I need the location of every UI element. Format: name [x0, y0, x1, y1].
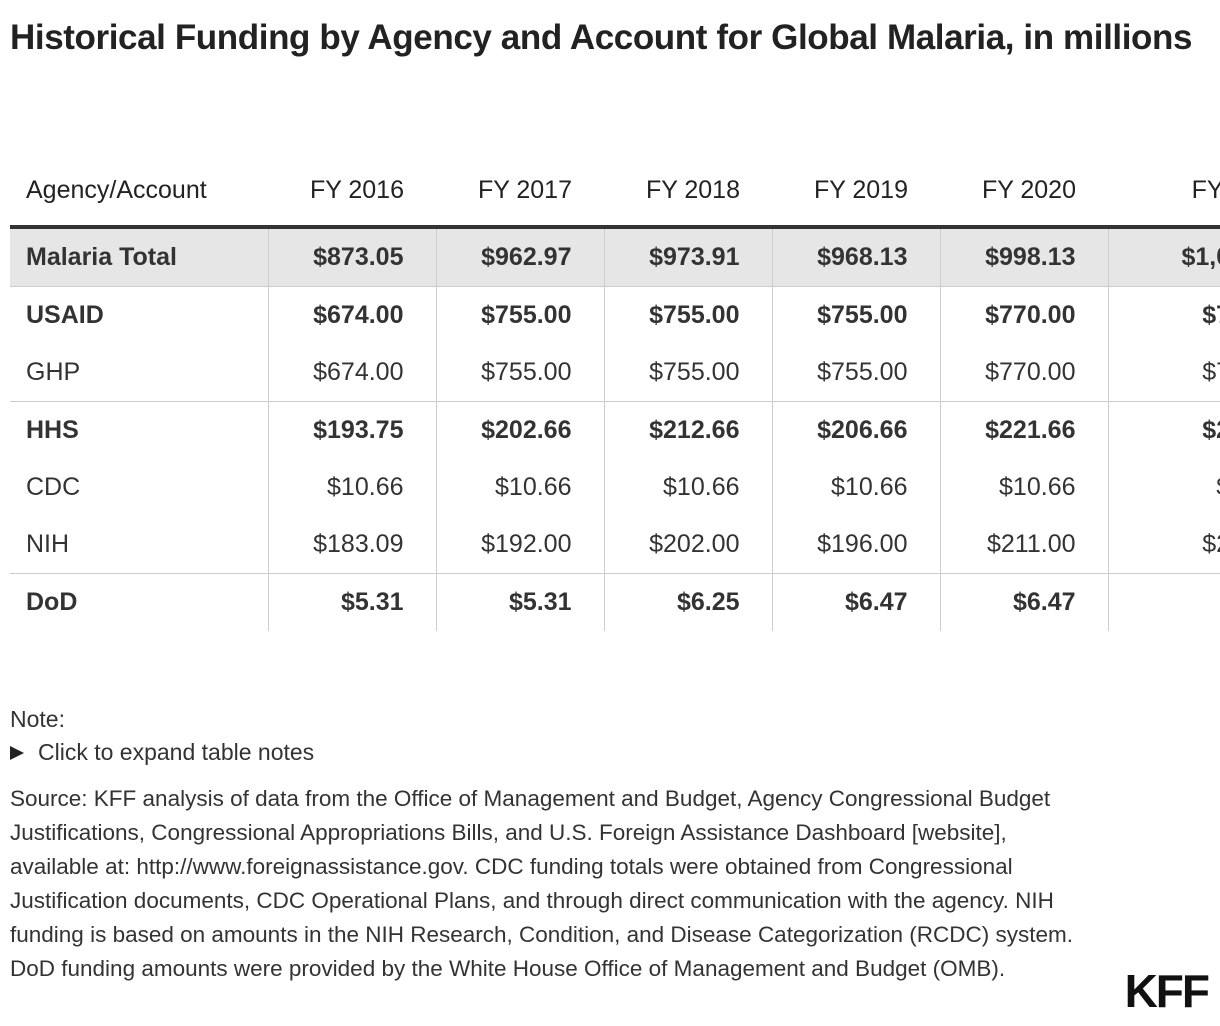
cell: $755.00: [603, 286, 772, 344]
cell: $10.66: [939, 459, 1108, 516]
cell: $5.31: [435, 573, 604, 631]
row-label: GHP: [10, 344, 268, 402]
cell: $1: [1107, 459, 1220, 516]
row-label: Malaria Total: [10, 227, 268, 287]
cell: $755.00: [603, 344, 772, 402]
toggle-icon: [10, 745, 24, 760]
table-row: DoD$5.31$5.31$6.25$6.47$6.47$: [10, 573, 1220, 631]
cell: $755.00: [435, 344, 604, 402]
cell: $755.00: [435, 286, 604, 344]
header-cell: FY 2016: [268, 155, 436, 229]
cell: $6.25: [603, 573, 772, 631]
cell: $962.97: [435, 227, 604, 287]
cell: $6.47: [771, 573, 940, 631]
row-label: USAID: [26, 301, 104, 329]
table-row: NIH$183.09$192.00$202.00$196.00$211.00$2…: [10, 516, 1220, 574]
cell: $674.00: [267, 286, 436, 344]
source: Source: KFF analysis of data from the Of…: [10, 786, 1074, 981]
header-cell: FY 2020: [940, 155, 1108, 229]
cell: $192.00: [435, 516, 604, 574]
cell: $10.66: [603, 459, 772, 516]
cell: $674.00: [267, 344, 436, 402]
row-label: HHS: [26, 416, 79, 444]
row-label: DoD: [26, 588, 78, 616]
logo: KFF: [1124, 965, 1210, 1017]
table-wrap: Agency/Account FY 2016 FY 2017 FY 2018 FY 20…: [10, 155, 1220, 631]
title: Historical Funding by Agency and Account…: [10, 18, 1193, 57]
row-label: NIH: [10, 516, 268, 574]
funding-table: Agency/Account FY 2016 FY 2017 FY 2018 FY 20…: [10, 155, 1220, 631]
cell: $202.66: [435, 401, 604, 459]
cell: $755.00: [771, 286, 940, 344]
table-row: GHP$674.00$755.00$755.00$755.00$770.00$7…: [10, 344, 1220, 402]
cell: $10.66: [267, 459, 436, 516]
cell: $183.09: [267, 516, 436, 574]
table-body: Malaria Total $873.05 $962.97 $973.91 $968.1…: [10, 227, 1220, 631]
cell: $211.00: [939, 516, 1108, 574]
cell: $193.75: [267, 401, 436, 459]
cell: $206.66: [771, 401, 940, 459]
cell: $755.00: [771, 344, 940, 402]
cell: $968.13: [771, 227, 940, 287]
cell: $5.31: [267, 573, 436, 631]
cell: $77: [1107, 344, 1220, 402]
header-cell: FY 2: [1108, 155, 1220, 229]
cell: $202.00: [603, 516, 772, 574]
cell: $10.66: [771, 459, 940, 516]
cell: $22: [1107, 516, 1220, 574]
header-cell: FY 2017: [436, 155, 604, 229]
table-row: HHS $193.75$202.66$212.66$206.66$221.66$2…: [10, 401, 1220, 459]
cell: $77: [1107, 286, 1220, 344]
table-row: USAID $674.00 $755.00 $755.00 $755.00 $770.00…: [10, 286, 1220, 344]
cell: $: [1107, 573, 1220, 631]
header-cell: FY 2019: [772, 155, 940, 229]
cell: $973.91: [603, 227, 772, 287]
header-row: Agency/Account FY 2016 FY 2017 FY 2018 FY 20…: [10, 155, 1220, 229]
cell: $221.66: [939, 401, 1108, 459]
cell: $10.66: [435, 459, 604, 516]
cell: $212.66: [603, 401, 772, 459]
toggle-text[interactable]: Click to expand table notes: [38, 739, 315, 765]
cell: $770.00: [939, 286, 1108, 344]
row-label: CDC: [26, 473, 81, 501]
table-row: Malaria Total $873.05 $962.97 $973.91 $968.1…: [10, 227, 1220, 287]
cell: $6.47: [939, 573, 1108, 631]
cell: $23: [1107, 401, 1220, 459]
notes-toggle[interactable]: Click to expand table notes: [10, 739, 314, 766]
cell: $196.00: [771, 516, 940, 574]
cell: $998.13: [939, 227, 1108, 287]
note-label: Note:: [10, 706, 65, 732]
cell: $1,01: [1107, 227, 1220, 287]
cell: $770.00: [939, 344, 1108, 402]
cell: $873.05: [267, 227, 436, 287]
table-row: CDC$10.66$10.66$10.66$10.66$10.66$1: [10, 459, 1220, 516]
header-cell: Agency/Account: [10, 155, 268, 229]
header-cell: FY 2018: [604, 155, 772, 229]
